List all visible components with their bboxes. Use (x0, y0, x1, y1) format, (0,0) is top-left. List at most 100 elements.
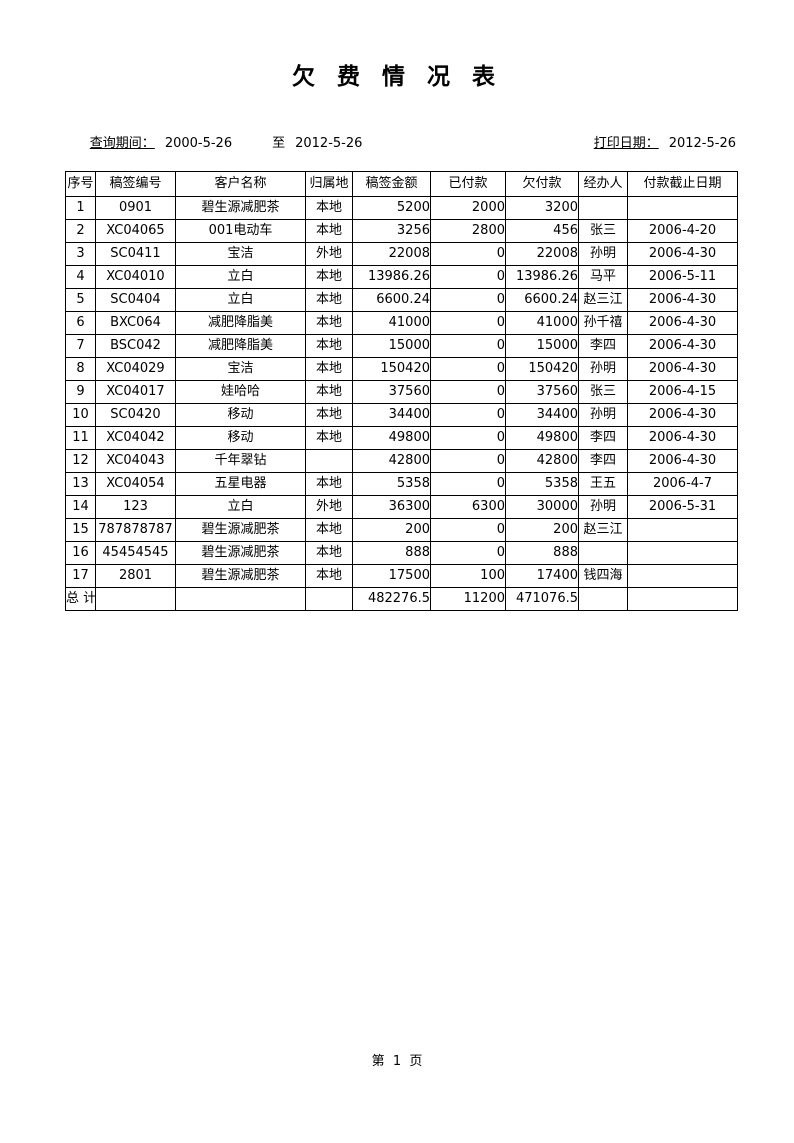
table-cell: 3256 (352, 219, 431, 243)
table-cell: 5358 (352, 472, 431, 496)
table-row-9: 9 XC04017 娃哈哈 本地 37560 0 37560 张三 2006-4-15 (65, 380, 738, 404)
table-cell: 22008 (505, 242, 579, 266)
table-row-4: 4 XC04010 立白 本地 13986.26 0 13986.26 马平 2006-5-11 (65, 265, 738, 289)
table-cell: SC0411 (95, 242, 176, 266)
table-cell: 碧生源减肥茶 (175, 564, 306, 588)
table-cell: 本地 (305, 219, 353, 243)
table-cell: 外地 (305, 495, 353, 519)
table-cell (175, 587, 306, 611)
table-cell: 2000 (430, 196, 506, 220)
table-cell: 001电动车 (175, 219, 306, 243)
table-cell: 马平 (578, 265, 628, 289)
table-row-2: 2 XC04065 001电动车 本地 3256 2800 456 张三 2006-4-20 (65, 219, 738, 243)
table-cell: 34400 (505, 403, 579, 427)
table-cell: 42800 (352, 449, 431, 473)
table-cell: 千年翠钻 (175, 449, 306, 473)
table-cell: 0 (430, 265, 506, 289)
table-cell: 100 (430, 564, 506, 588)
table-cell: 0 (430, 518, 506, 542)
table-cell: 本地 (305, 357, 353, 381)
query-to-label: 至 (272, 136, 286, 151)
table-cell: 2006-4-30 (627, 334, 738, 358)
table-cell: 0 (430, 288, 506, 312)
table-row-15: 15 787878787 碧生源减肥茶 本地 200 0 200 赵三江 (65, 518, 738, 542)
query-to-date: 2012-5-26 (295, 136, 363, 151)
table-cell: 0 (430, 311, 506, 335)
arrears-table: 序号 稿签编号 客户名称 归属地 稿签金额 已付款 欠付款 经办人 付款截止日期 1 0901 碧生… (65, 171, 738, 611)
table-cell: 482276.5 (352, 587, 431, 611)
query-period-label: 查询期间： (89, 136, 155, 151)
table-cell: 0 (430, 242, 506, 266)
table-cell: 本地 (305, 403, 353, 427)
table-cell: 150420 (352, 357, 431, 381)
table-row-10: 10 SC0420 移动 本地 34400 0 34400 孙明 2006-4-30 (65, 403, 738, 427)
table-cell: 孙明 (578, 242, 628, 266)
table-cell: 本地 (305, 334, 353, 358)
table-cell (627, 196, 738, 220)
table-cell: 碧生源减肥茶 (175, 196, 306, 220)
table-cell: 471076.5 (505, 587, 579, 611)
table-cell: 宝洁 (175, 357, 306, 381)
table-cell: 7 (65, 334, 96, 358)
table-cell: 立白 (175, 495, 306, 519)
table-total-row: 总 计 482276.5 11200 471076.5 (65, 587, 738, 611)
table-cell: 本地 (305, 541, 353, 565)
table-cell: 减肥降脂美 (175, 334, 306, 358)
table-cell: 2006-4-30 (627, 449, 738, 473)
table-row-14: 14 123 立白 外地 36300 6300 30000 孙明 2006-5-31 (65, 495, 738, 519)
table-row-12: 12 XC04043 千年翠钻 42800 0 42800 李四 2006-4-30 (65, 449, 738, 473)
table-cell (627, 564, 738, 588)
table-cell: SC0404 (95, 288, 176, 312)
table-cell: 立白 (175, 265, 306, 289)
table-cell: 孙明 (578, 403, 628, 427)
table-cell: 本地 (305, 265, 353, 289)
table-cell: 2006-4-30 (627, 288, 738, 312)
column-header-6: 欠付款 (505, 171, 579, 197)
table-cell: 2006-4-7 (627, 472, 738, 496)
table-row-5: 5 SC0404 立白 本地 6600.24 0 6600.24 赵三江 2006-4-30 (65, 288, 738, 312)
print-date: 打印日期： 2012-5-26 (569, 117, 736, 166)
table-cell: XC04065 (95, 219, 176, 243)
table-cell: 456 (505, 219, 579, 243)
column-header-4: 稿签金额 (352, 171, 431, 197)
table-cell: 13986.26 (352, 265, 431, 289)
table-cell: 41000 (505, 311, 579, 335)
table-cell: XC04029 (95, 357, 176, 381)
table-cell: 11 (65, 426, 96, 450)
table-cell: 李四 (578, 334, 628, 358)
table-cell: 11200 (430, 587, 506, 611)
table-cell: 0 (430, 357, 506, 381)
table-cell: 2 (65, 219, 96, 243)
table-cell: 0 (430, 380, 506, 404)
table-cell: 0 (430, 472, 506, 496)
table-cell: BSC042 (95, 334, 176, 358)
table-cell: 200 (505, 518, 579, 542)
table-cell: 碧生源减肥茶 (175, 541, 306, 565)
table-cell: 2006-4-30 (627, 357, 738, 381)
table-cell: XC04042 (95, 426, 176, 450)
table-cell: 0 (430, 541, 506, 565)
table-cell: 2801 (95, 564, 176, 588)
table-cell: 888 (352, 541, 431, 565)
table-cell: 12 (65, 449, 96, 473)
table-cell: 14 (65, 495, 96, 519)
column-header-1: 稿签编号 (95, 171, 176, 197)
table-cell (578, 196, 628, 220)
table-cell: 本地 (305, 288, 353, 312)
table-cell: 10 (65, 403, 96, 427)
table-cell: 13 (65, 472, 96, 496)
table-cell: 五星电器 (175, 472, 306, 496)
table-cell: XC04043 (95, 449, 176, 473)
table-cell: XC04017 (95, 380, 176, 404)
table-row-7: 7 BSC042 减肥降脂美 本地 15000 0 15000 李四 2006-4-30 (65, 334, 738, 358)
table-row-3: 3 SC0411 宝洁 外地 22008 0 22008 孙明 2006-4-30 (65, 242, 738, 266)
table-cell: 3200 (505, 196, 579, 220)
table-cell: 37560 (352, 380, 431, 404)
print-date-value: 2012-5-26 (668, 136, 736, 151)
table-cell: 2006-5-11 (627, 265, 738, 289)
page-title: 欠 费 情 况 表 (291, 64, 503, 90)
column-header-8: 付款截止日期 (627, 171, 738, 197)
table-cell: 娃哈哈 (175, 380, 306, 404)
table-cell: 34400 (352, 403, 431, 427)
